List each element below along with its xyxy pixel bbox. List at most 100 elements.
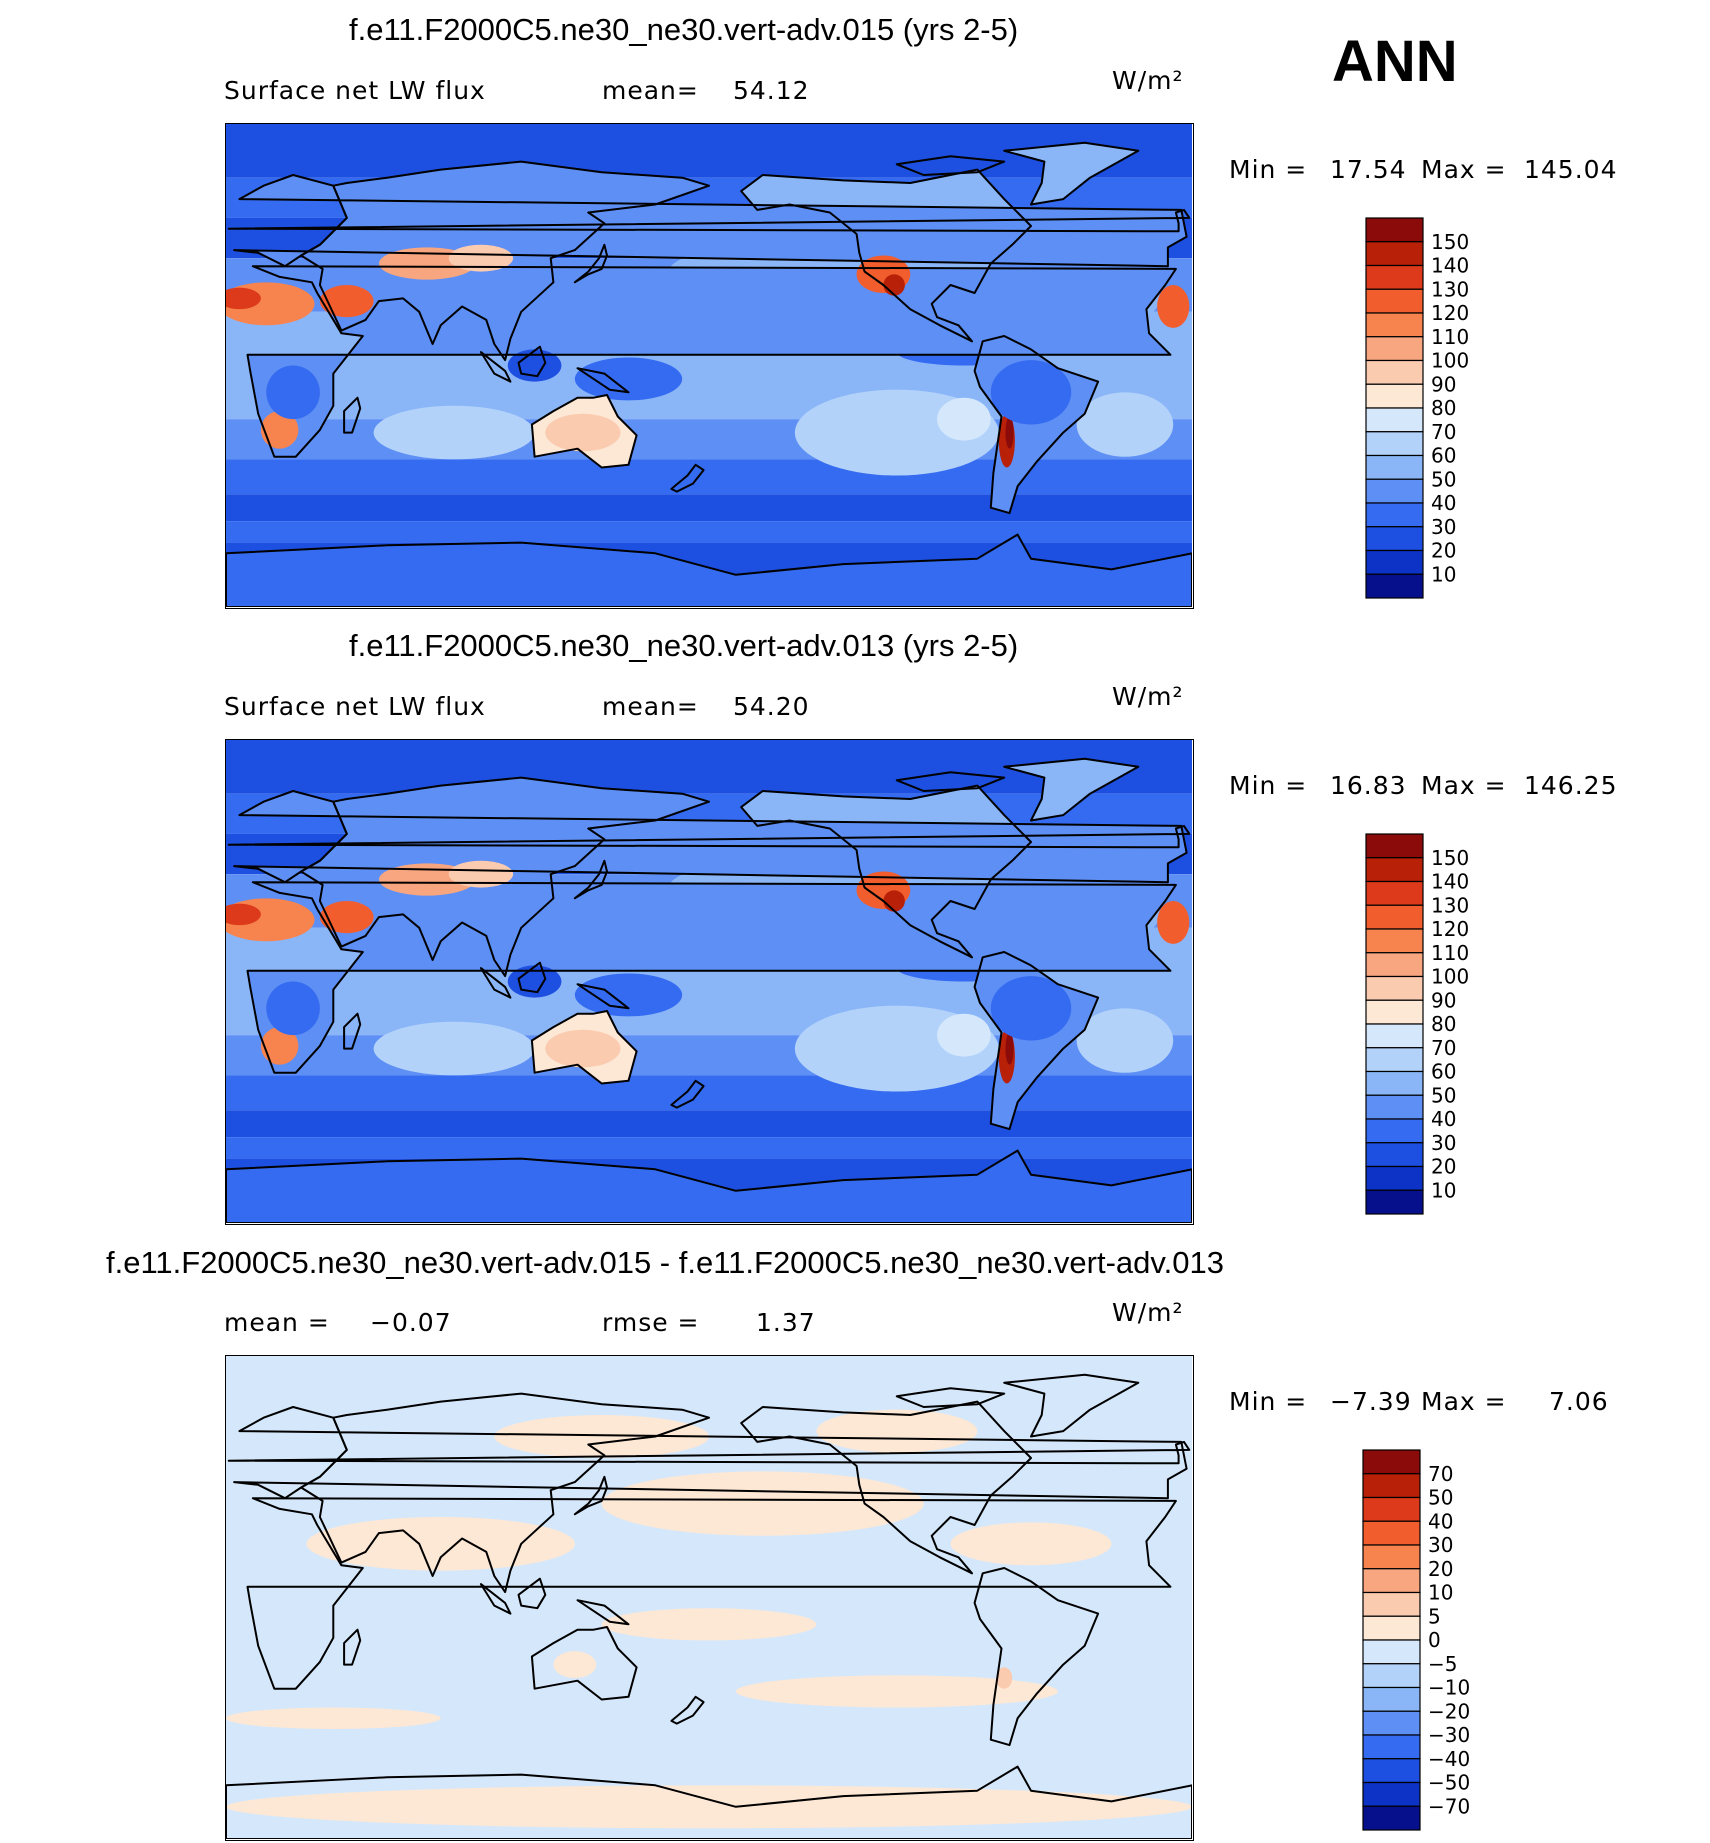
- panel2-field-label: Surface net LW flux: [224, 692, 486, 721]
- colorbar-tick-label: 20: [1431, 539, 1456, 563]
- colorbar-tick-label: 140: [1431, 870, 1469, 894]
- colorbar-box: [1362, 1686, 1421, 1712]
- panel2-map: [225, 739, 1194, 1225]
- colorbar-box: [1365, 1023, 1424, 1049]
- map-blob: [574, 357, 683, 401]
- colorbar-box: [1362, 1520, 1421, 1546]
- colorbar-box: [1365, 975, 1424, 1001]
- colorbar-tick-label: 50: [1431, 1083, 1456, 1107]
- colorbar-box: [1362, 1544, 1421, 1570]
- colorbar-tick-label: 30: [1431, 1131, 1456, 1155]
- map-blob: [574, 973, 683, 1017]
- colorbar-box: [1362, 1758, 1421, 1784]
- season-label: ANN: [1332, 29, 1458, 94]
- coastline-namerica: [740, 168, 1032, 343]
- panel3-min-label: Min =: [1229, 1387, 1308, 1416]
- coastline-newguinea: [576, 983, 630, 1010]
- map-blob: [816, 1409, 978, 1453]
- colorbar-tick-label: 10: [1431, 562, 1456, 586]
- colorbar-tick-label: 110: [1431, 941, 1469, 965]
- colorbar-tick-label: 130: [1431, 893, 1469, 917]
- coastline-greenland: [1003, 141, 1140, 206]
- coastline-uk: [227, 1440, 1191, 1465]
- map-blob: [306, 1517, 575, 1571]
- colorbar-tick-label: 50: [1431, 467, 1456, 491]
- coastline-samerica: [973, 951, 1100, 1131]
- panel3-max-label: Max =: [1421, 1387, 1507, 1416]
- map-blob: [1157, 285, 1190, 328]
- lat-band: [226, 494, 1192, 522]
- coastline-madagascar: [343, 396, 362, 434]
- coastline-greenland: [1003, 1373, 1140, 1438]
- coastline-nz: [670, 1695, 705, 1725]
- colorbar-tick-label: −20: [1428, 1699, 1470, 1723]
- coastline-uk: [227, 208, 1191, 233]
- colorbar-tick-label: 60: [1431, 444, 1456, 468]
- colorbar-tick-label: 0: [1428, 1628, 1441, 1652]
- colorbar-box: [1365, 833, 1424, 859]
- colorbar-box: [1362, 1710, 1421, 1736]
- map-region: [226, 534, 1192, 607]
- colorbar-tick-label: −40: [1428, 1747, 1470, 1771]
- map-blob: [883, 890, 905, 912]
- colorbar-box: [1362, 1568, 1421, 1594]
- colorbar-tick-label: 50: [1428, 1486, 1453, 1510]
- colorbar-tick-label: 30: [1428, 1533, 1453, 1557]
- panel3-min-value: −7.39: [1330, 1387, 1412, 1416]
- panel3-mean-value: −0.07: [370, 1308, 452, 1337]
- coastline-madagascar: [343, 1628, 362, 1666]
- map-blob: [735, 1675, 1058, 1708]
- coastline-asia: [300, 1392, 710, 1594]
- panel2-max-value: 146.25: [1524, 771, 1618, 800]
- panel1-map: [225, 123, 1194, 609]
- coastline-samerica: [973, 335, 1100, 515]
- map-blob: [319, 901, 374, 934]
- panel3-rmse-value: 1.37: [756, 1308, 816, 1337]
- colorbar-box: [1365, 1070, 1424, 1096]
- map-blob: [553, 1651, 597, 1678]
- map-blob: [266, 981, 320, 1036]
- colorbar-tick-label: 10: [1431, 1178, 1456, 1202]
- coastline-africa: [246, 265, 1177, 458]
- colorbar-box: [1365, 431, 1424, 457]
- colorbar-tick-label: 140: [1431, 254, 1469, 278]
- colorbar-tick-label: 60: [1431, 1060, 1456, 1084]
- colorbar-tick-label: 40: [1431, 1107, 1456, 1131]
- coastline-arctic_is: [895, 1387, 1006, 1408]
- colorbar-box: [1362, 1615, 1421, 1641]
- colorbar-box: [1362, 1639, 1421, 1665]
- coastline-namerica: [740, 784, 1032, 959]
- coastline-nz: [670, 463, 705, 493]
- map-blob: [545, 413, 621, 452]
- colorbar-box: [1365, 526, 1424, 552]
- colorbar-tick-label: 100: [1431, 965, 1469, 989]
- colorbar-tick-label: 80: [1431, 1012, 1456, 1036]
- colorbar-box: [1365, 904, 1424, 930]
- colorbar-box: [1365, 880, 1424, 906]
- coastline-japan: [573, 1475, 608, 1516]
- colorbar-box: [1365, 857, 1424, 883]
- lat-band: [226, 459, 1192, 495]
- colorbar-tick-label: 90: [1431, 988, 1456, 1012]
- colorbar-tick-label: 70: [1431, 1036, 1456, 1060]
- coastline-nz: [670, 1079, 705, 1109]
- map-blob: [373, 1021, 535, 1076]
- map-blob: [996, 1667, 1013, 1689]
- map-blob: [226, 1785, 1192, 1829]
- map-blob: [1005, 1032, 1014, 1065]
- coastline-uk: [227, 824, 1191, 849]
- coastline-arctic_is: [895, 155, 1006, 176]
- map-blob: [545, 1029, 621, 1068]
- colorbar-tick-label: −10: [1428, 1676, 1470, 1700]
- map-blob: [950, 1522, 1112, 1566]
- colorbar-box: [1365, 549, 1424, 575]
- coastline-sumatra: [479, 1583, 512, 1615]
- panel3-units: W/m²: [1112, 1298, 1184, 1327]
- coastline-greenland: [1003, 757, 1140, 822]
- coastline-namerica: [740, 1400, 1032, 1575]
- colorbar-tick-label: 100: [1431, 349, 1469, 373]
- colorbar-tick-label: 30: [1431, 515, 1456, 539]
- colorbar-tick-label: 20: [1428, 1557, 1453, 1581]
- panel3-max-value: 7.06: [1549, 1387, 1609, 1416]
- coastline-borneo: [517, 1577, 547, 1610]
